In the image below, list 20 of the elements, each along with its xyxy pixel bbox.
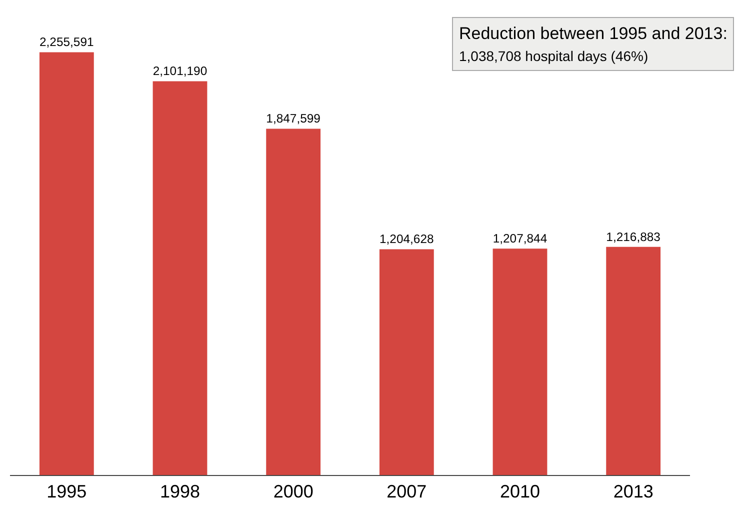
data-label: 1,207,844 — [492, 232, 548, 246]
text: Reduction between 1995 and 2013: — [459, 24, 728, 43]
data-label: 1,847,599 — [266, 112, 321, 126]
bar — [266, 128, 321, 475]
bar — [492, 248, 548, 475]
bar — [606, 246, 661, 475]
bar — [152, 81, 208, 475]
x-tick-label: 2010 — [500, 482, 540, 502]
annotation: 1,038,708 hospital days (46%) — [459, 48, 648, 64]
x-tick-label: 1998 — [160, 482, 200, 502]
data-label: 1,216,883 — [606, 230, 661, 244]
x-tick-label: 2000 — [273, 482, 314, 502]
x-tick-label: 1995 — [46, 482, 87, 502]
x-tick-label: 2007 — [386, 482, 427, 502]
bar — [39, 52, 94, 475]
bar — [379, 249, 434, 475]
data-label: 2,255,591 — [39, 35, 94, 50]
data-label: 1,204,628 — [379, 232, 434, 246]
x-tick-label: 2013 — [613, 482, 654, 502]
data-label: 2,101,190 — [152, 64, 208, 78]
